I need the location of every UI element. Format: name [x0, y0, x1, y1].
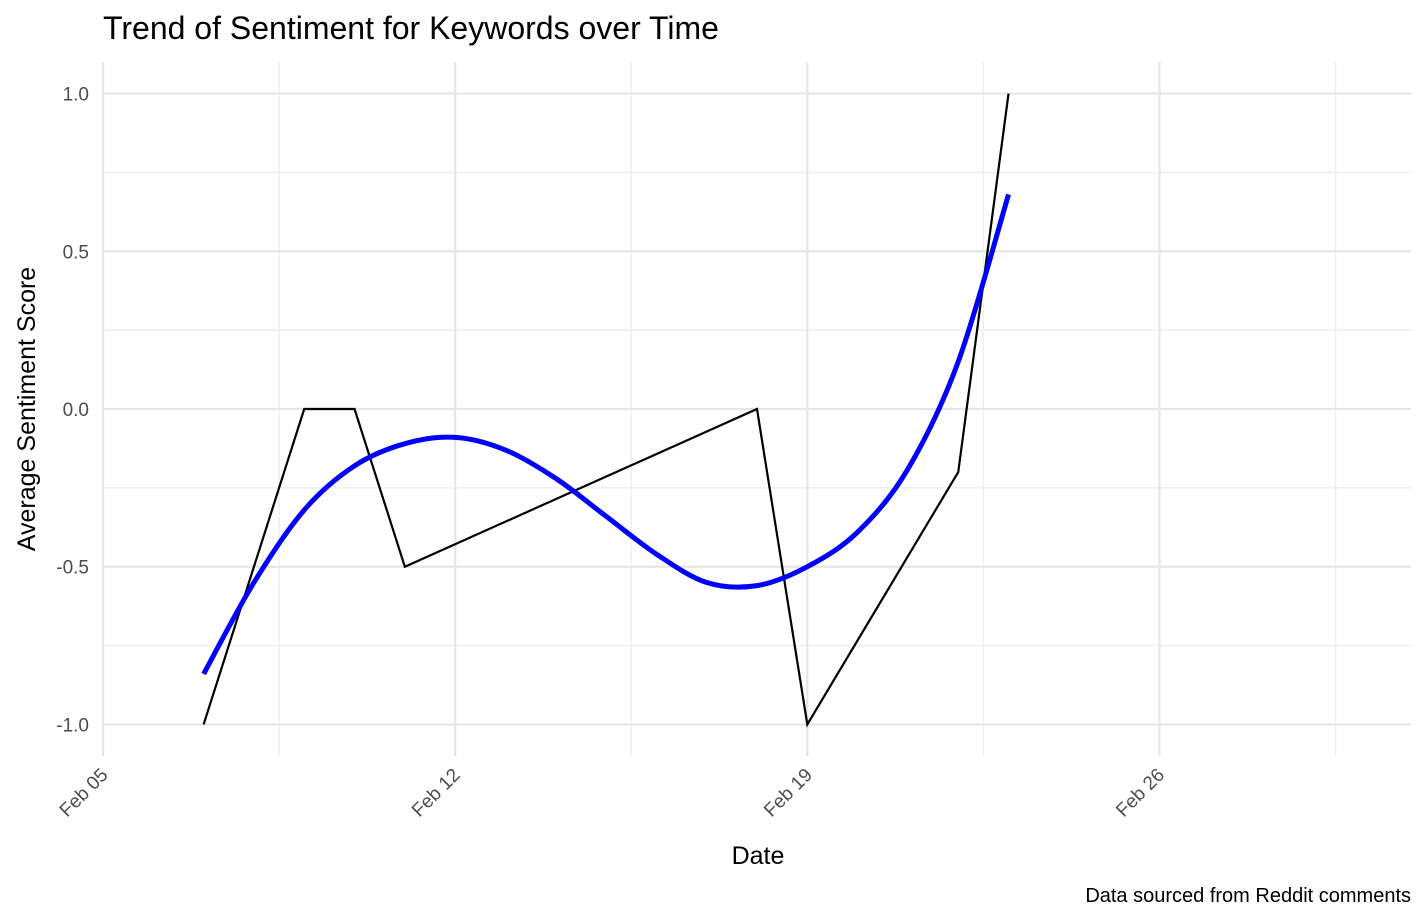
x-axis-title: Date: [732, 842, 785, 870]
y-tick-labels: -1.0 -0.5 0.0 0.5 1.0: [56, 85, 89, 737]
y-axis-title: Average Sentiment Score: [13, 267, 41, 551]
chart-title: Trend of Sentiment for Keywords over Tim…: [103, 10, 719, 46]
y-tick-label: 1.0: [63, 85, 89, 106]
y-tick-label: -1.0: [56, 715, 89, 736]
y-tick-label: 0.0: [63, 400, 89, 421]
smoothed-trend-line: [201, 193, 1011, 676]
y-tick-label: 0.5: [63, 242, 89, 263]
y-tick-label: -0.5: [56, 558, 89, 579]
sentiment-line: [202, 93, 1010, 728]
series-layer: [201, 93, 1011, 728]
chart-caption: Data sourced from Reddit comments: [1085, 885, 1411, 907]
